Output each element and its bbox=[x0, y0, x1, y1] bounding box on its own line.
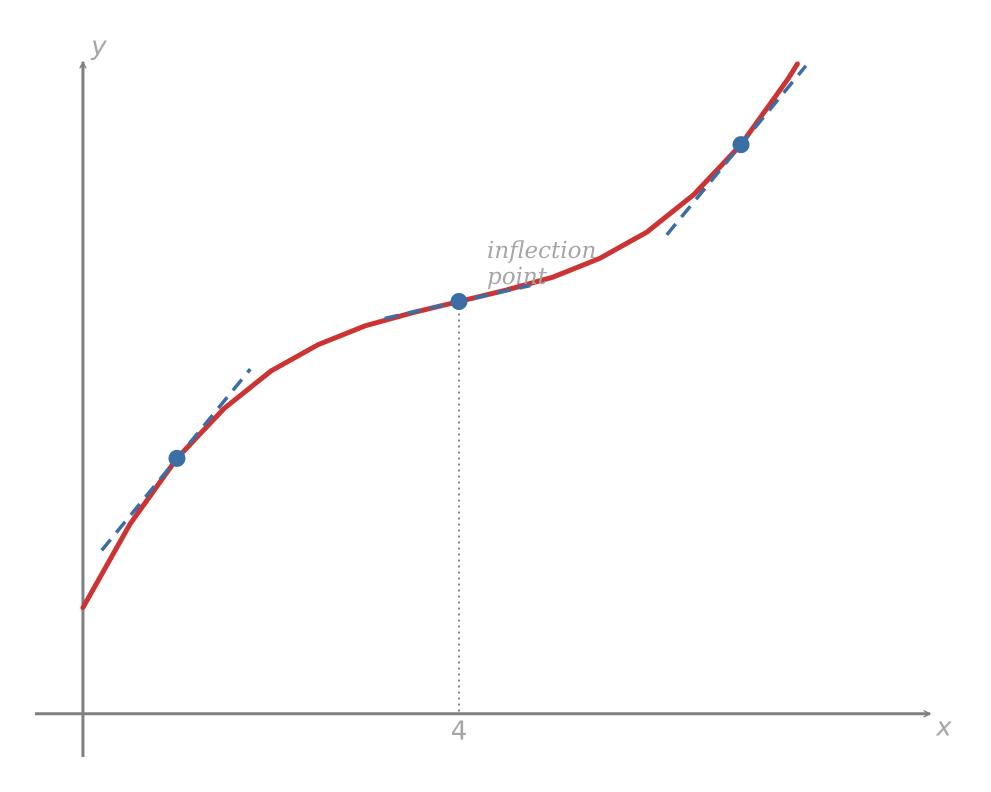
tangent-line bbox=[665, 64, 808, 236]
x-axis-label: x bbox=[935, 713, 952, 743]
point bbox=[168, 449, 186, 467]
annotation-line: inflection bbox=[487, 238, 596, 264]
plot bbox=[80, 61, 808, 714]
axes: 4 bbox=[35, 62, 930, 757]
y-axis-label: y bbox=[90, 32, 107, 62]
point bbox=[450, 292, 468, 310]
annotation-line: point bbox=[487, 264, 548, 290]
x-tick-label: 4 bbox=[451, 716, 468, 746]
curve bbox=[80, 61, 800, 611]
point bbox=[732, 136, 750, 154]
